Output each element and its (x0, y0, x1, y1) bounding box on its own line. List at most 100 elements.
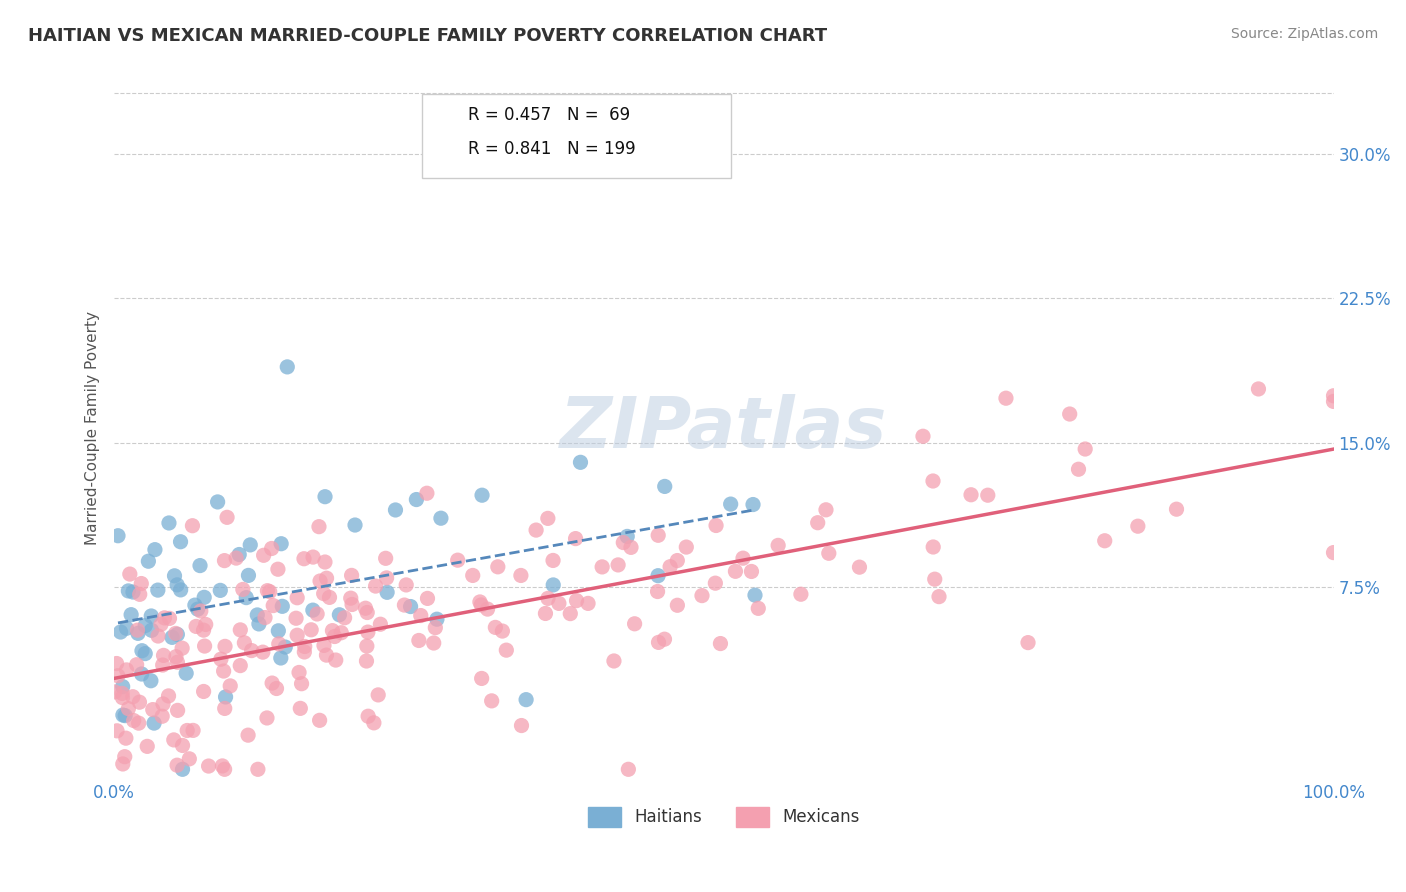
Point (187, 602, 209, 616)
Point (534, 607, 557, 621)
Point (471, 672, 494, 686)
Point (491, 624, 513, 638)
Point (219, 679, 242, 693)
Point (214, 701, 236, 715)
Point (709, 636, 731, 650)
Point (150, 617, 173, 632)
Point (394, 598, 416, 612)
Point (225, 551, 247, 566)
Point (166, 578, 188, 592)
Point (922, 474, 945, 488)
Point (314, 490, 336, 504)
Point (236, 728, 259, 742)
Point (666, 553, 689, 567)
Point (172, 641, 194, 656)
Point (461, 568, 484, 582)
Point (166, 655, 188, 669)
Point (569, 455, 592, 469)
Point (416, 591, 439, 606)
Point (484, 620, 506, 634)
Point (209, 652, 232, 666)
Point (515, 692, 537, 706)
Point (354, 601, 377, 615)
Point (274, 640, 297, 654)
Point (288, 665, 311, 680)
Point (117, 701, 139, 715)
Point (1166, 502, 1188, 516)
Point (468, 595, 491, 609)
Point (617, 762, 640, 776)
Point (134, 618, 156, 632)
Point (524, 523, 547, 537)
Point (565, 593, 588, 607)
Point (211, 759, 233, 773)
Point (141, 624, 163, 638)
Point (207, 495, 229, 509)
Point (229, 623, 252, 637)
Point (253, 610, 276, 624)
Point (690, 589, 713, 603)
Point (292, 645, 315, 659)
Point (115, 663, 138, 677)
Point (370, 617, 392, 632)
Point (647, 584, 669, 599)
Text: ZIPatlas: ZIPatlas (560, 393, 887, 463)
Point (659, 559, 682, 574)
Point (174, 666, 197, 681)
Point (276, 359, 298, 374)
Point (548, 596, 571, 610)
Point (315, 571, 337, 585)
Point (246, 762, 269, 776)
Point (150, 709, 173, 723)
Point (235, 591, 257, 605)
Point (330, 625, 353, 640)
Legend: Haitians, Mexicans: Haitians, Mexicans (581, 800, 866, 834)
Point (924, 572, 946, 586)
Point (111, 686, 134, 700)
Text: Source: ZipAtlas.com: Source: ZipAtlas.com (1230, 27, 1378, 41)
Point (262, 676, 284, 690)
Text: HAITIAN VS MEXICAN MARRIED-COUPLE FAMILY POVERTY CORRELATION CHART: HAITIAN VS MEXICAN MARRIED-COUPLE FAMILY… (28, 27, 827, 45)
Point (127, 623, 149, 637)
Point (120, 607, 142, 622)
Point (128, 695, 150, 709)
Point (724, 564, 747, 578)
Point (166, 703, 188, 717)
Point (115, 621, 138, 635)
Point (328, 607, 350, 622)
Point (117, 583, 139, 598)
Point (960, 488, 983, 502)
Point (817, 546, 839, 560)
Point (471, 488, 494, 502)
Point (240, 643, 263, 657)
Point (193, 591, 215, 605)
Point (375, 585, 398, 599)
Point (267, 637, 290, 651)
Point (181, 518, 204, 533)
Point (165, 626, 187, 640)
Point (302, 603, 325, 617)
Point (356, 639, 378, 653)
Point (157, 689, 180, 703)
Point (309, 574, 332, 588)
Text: R = 0.457   N =  69: R = 0.457 N = 69 (468, 106, 630, 124)
Point (217, 510, 239, 524)
Point (166, 758, 188, 772)
Point (486, 559, 509, 574)
Point (399, 599, 422, 614)
Point (139, 673, 162, 688)
Point (290, 676, 312, 690)
Point (111, 756, 134, 771)
Point (188, 558, 211, 573)
Point (214, 640, 236, 654)
Point (807, 516, 830, 530)
Point (357, 625, 380, 640)
Text: R = 0.841   N = 199: R = 0.841 N = 199 (468, 140, 636, 158)
Point (307, 607, 329, 621)
Point (1017, 635, 1039, 649)
Point (356, 606, 378, 620)
Point (356, 654, 378, 668)
Point (364, 579, 387, 593)
Point (560, 607, 582, 621)
Point (537, 591, 560, 606)
